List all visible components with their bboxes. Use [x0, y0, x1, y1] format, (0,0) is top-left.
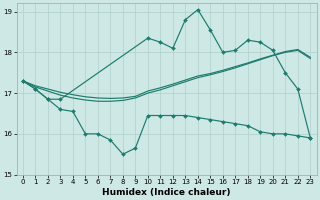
X-axis label: Humidex (Indice chaleur): Humidex (Indice chaleur): [102, 188, 231, 197]
